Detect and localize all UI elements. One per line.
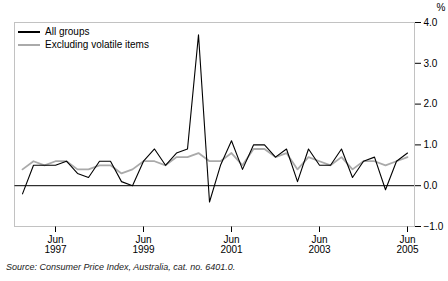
svg-text:0.0: 0.0	[424, 180, 438, 191]
svg-text:Jun2003: Jun2003	[308, 234, 331, 255]
html-text:All groups: All groups	[45, 26, 90, 37]
svg-text:−1.0: −1.0	[424, 221, 444, 232]
svg-text:2.0: 2.0	[424, 98, 438, 109]
html-text:Excluding volatile items: Excluding volatile items	[45, 39, 149, 50]
svg-text:3.0: 3.0	[424, 58, 438, 69]
svg-text:1.0: 1.0	[424, 139, 438, 150]
svg-text:Jun1997: Jun1997	[44, 234, 67, 255]
html-text:Source: Consumer Price Index,: Source: Consumer Price Index, Australia,…	[6, 262, 236, 272]
svg-text:Jun2005: Jun2005	[396, 234, 419, 255]
svg-text:Jun2001: Jun2001	[220, 234, 243, 255]
svg-text:Jun1999: Jun1999	[132, 234, 155, 255]
svg-text:%: %	[437, 2, 446, 13]
svg-text:4.0: 4.0	[424, 17, 438, 28]
